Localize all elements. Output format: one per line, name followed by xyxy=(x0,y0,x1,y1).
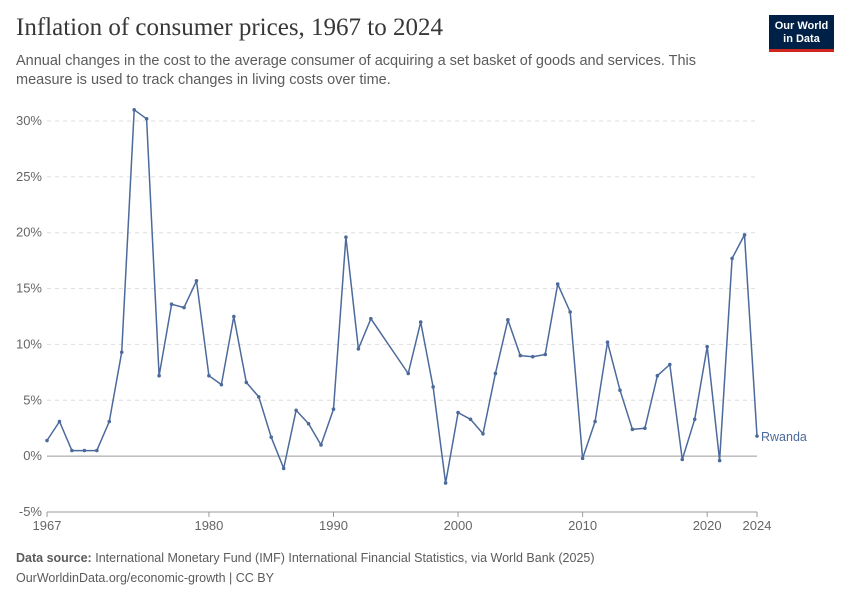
data-point xyxy=(306,421,311,426)
data-point xyxy=(219,382,224,387)
owid-logo[interactable]: Our World in Data xyxy=(769,15,834,52)
data-point xyxy=(232,314,236,319)
data-point xyxy=(717,458,722,463)
data-point xyxy=(555,282,560,286)
data-point xyxy=(418,320,423,324)
data-point xyxy=(680,457,685,462)
series-line-layer xyxy=(46,109,758,484)
chart-title: Inflation of consumer prices, 1967 to 20… xyxy=(16,14,443,41)
source-text[interactable]: International Monetary Fund (IMF) Intern… xyxy=(95,551,595,565)
data-point xyxy=(705,344,709,349)
data-point xyxy=(319,443,323,447)
x-tick-label: 1967 xyxy=(33,518,62,533)
data-point xyxy=(132,108,136,112)
source-line: Data source: International Monetary Fund… xyxy=(16,548,595,568)
data-point xyxy=(730,256,734,261)
data-point xyxy=(144,116,149,121)
data-point xyxy=(194,278,199,283)
data-point xyxy=(506,318,510,322)
logo-line-1: Our World xyxy=(774,20,829,32)
data-point xyxy=(431,385,435,389)
data-point xyxy=(256,395,261,399)
data-point xyxy=(630,427,635,432)
y-axis-ticks: -5% 0% 5% 10% 15% 20% 25% 30% xyxy=(16,113,42,519)
data-point xyxy=(95,448,99,453)
data-point xyxy=(755,434,759,438)
data-point xyxy=(294,408,298,413)
data-point xyxy=(543,352,548,357)
data-point xyxy=(344,235,348,239)
x-tick-label: 2000 xyxy=(444,518,473,533)
y-tick-label: 30% xyxy=(16,113,42,128)
y-tick-label: 0% xyxy=(23,448,42,463)
data-point xyxy=(331,407,336,412)
x-tick-label: 2010 xyxy=(568,518,597,533)
source-label: Data source: xyxy=(16,551,92,565)
data-point xyxy=(82,448,87,453)
data-point xyxy=(169,302,174,307)
y-tick-label: 15% xyxy=(16,281,42,296)
data-point xyxy=(568,310,572,314)
data-point xyxy=(369,316,373,321)
data-point xyxy=(593,419,597,424)
data-point xyxy=(244,380,249,385)
data-point xyxy=(269,435,274,439)
data-point xyxy=(493,371,498,376)
data-point xyxy=(530,354,535,359)
series-line xyxy=(46,109,758,484)
data-point xyxy=(281,466,286,471)
data-point xyxy=(605,340,610,344)
data-point xyxy=(107,419,112,424)
data-point xyxy=(481,432,485,436)
y-tick-label: 25% xyxy=(16,169,42,184)
logo-line-2: in Data xyxy=(783,32,820,45)
data-point xyxy=(468,417,473,422)
data-point xyxy=(443,481,448,485)
data-point xyxy=(207,373,211,378)
data-point xyxy=(742,233,747,237)
series-label: Rwanda xyxy=(761,430,807,444)
x-axis-ticks: 1967 1980 1990 2000 2010 2020 2024 xyxy=(33,511,772,533)
data-point xyxy=(655,373,660,378)
chart-footer: Data source: International Monetary Fund… xyxy=(16,548,595,588)
x-tick-label: 1980 xyxy=(194,518,223,533)
y-tick-label: 20% xyxy=(16,225,42,240)
data-point xyxy=(157,373,161,378)
data-point xyxy=(668,362,672,367)
data-point xyxy=(356,347,361,351)
data-point xyxy=(406,371,411,376)
data-point xyxy=(57,419,62,424)
y-tick-label: 10% xyxy=(16,336,42,351)
data-point xyxy=(518,353,523,358)
data-point xyxy=(692,417,697,422)
grid-lines xyxy=(47,120,757,513)
chart-subtitle: Annual changes in the cost to the averag… xyxy=(16,53,697,88)
data-point xyxy=(182,305,186,310)
data-point xyxy=(456,410,460,415)
data-point xyxy=(45,438,49,443)
y-tick-label: 5% xyxy=(23,392,42,407)
x-tick-label: 1990 xyxy=(319,518,348,533)
y-tick-label: -5% xyxy=(19,504,43,519)
data-point xyxy=(70,448,74,453)
series-labels: Rwanda xyxy=(761,430,807,444)
data-point xyxy=(580,456,585,461)
data-point xyxy=(119,350,124,355)
data-point xyxy=(618,388,622,393)
x-tick-label: 2024 xyxy=(743,518,772,533)
site-link[interactable]: OurWorldinData.org/economic-growth | CC … xyxy=(16,571,274,585)
series-points-layer xyxy=(45,108,759,485)
data-point xyxy=(643,426,647,431)
x-tick-label: 2020 xyxy=(693,518,722,533)
